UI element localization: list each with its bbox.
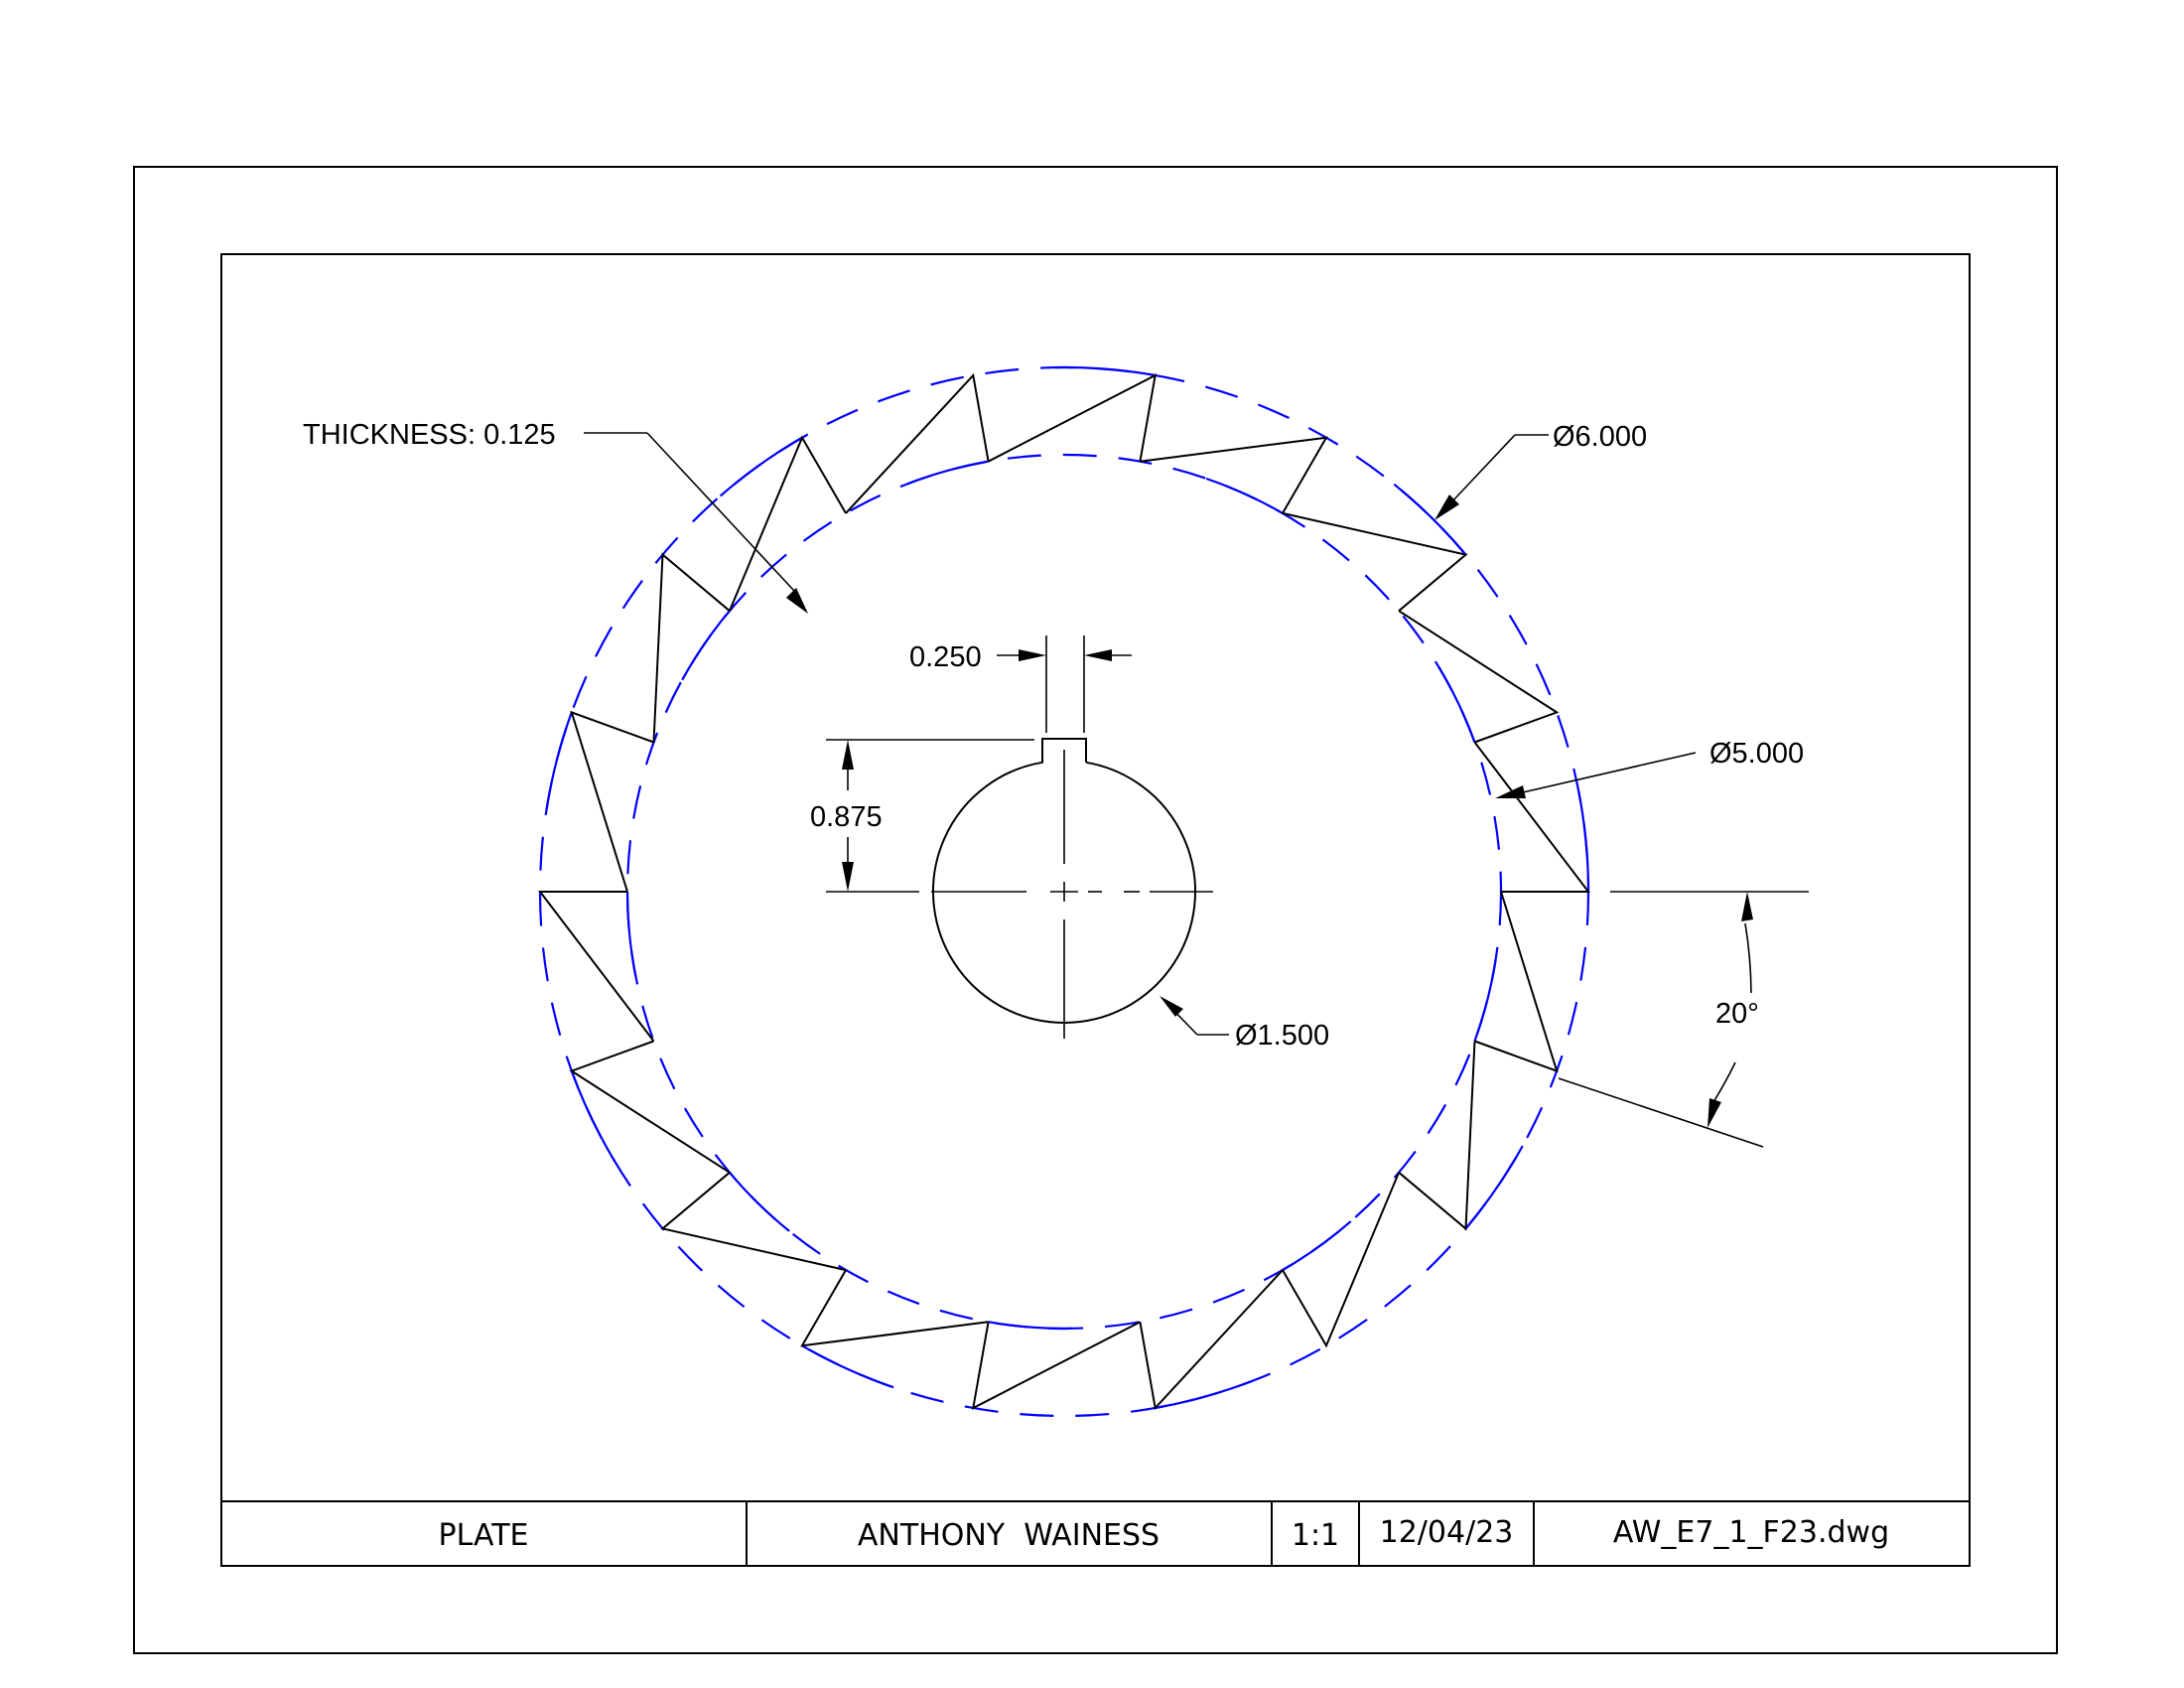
keyway-height-label: 0.875 [810,801,883,833]
tooth-angle-arrow-top [1741,892,1753,921]
solid-arc-segment [1437,665,1476,743]
keyway-width-dimension [997,635,1132,733]
thickness-note: THICKNESS: 0.125 [303,419,556,451]
solid-arc-segment [719,436,803,497]
bore-diameter-arrow [1160,996,1183,1017]
root-diameter-leader [1522,752,1697,793]
thickness-arrow [786,588,808,614]
tooth-angle-label: 20° [1715,998,1759,1030]
solid-arc-segment [570,1070,616,1163]
outer-border [133,166,2058,1654]
solid-arc-segment [801,1344,894,1389]
solid-arc-segment [625,891,637,976]
title-block [221,1500,1970,1566]
date: 12/04/23 [1380,1515,1514,1550]
solid-arc-segment [1577,791,1590,893]
solid-arc-segment [1393,483,1467,556]
solid-arc-segment [1155,1379,1253,1410]
root-diameter-arrow [1495,785,1526,798]
outer-diameter-arrow [1434,494,1459,520]
solid-arc-segment [545,712,573,810]
keyway-height-dimension [826,739,1034,893]
file-name: AW_E7_1_F23.dwg [1613,1515,1889,1550]
solid-arc-segment [988,1321,1072,1331]
tooth-profile [537,372,1591,1411]
outer-diameter-label: Ø6.000 [1553,421,1647,453]
root-diameter-label: Ø5.000 [1709,738,1804,770]
solid-arc-segment [729,1172,790,1232]
keyway-height-arrow-top [842,740,854,770]
inner-border [220,253,1971,1567]
solid-arc-segment [1054,365,1156,377]
solid-arc-segment [1205,477,1284,514]
scale: 1:1 [1292,1518,1339,1553]
solid-arc-segment [681,610,731,681]
outer-diameter-leader [1450,434,1549,503]
thickness-leader [584,432,795,592]
keyway-width-arrow-left [1019,649,1046,661]
solid-arc-segment [1282,1220,1352,1272]
keyway-width-arrow-right [1084,649,1112,661]
part-name: PLATE [439,1518,529,1553]
keyway-width-label: 0.250 [909,641,982,673]
bore-with-keyway [932,738,1196,1024]
keyway-height-arrow-bottom [842,862,854,892]
tooth-angle-dimension [1558,891,1809,1148]
solid-arc-segment [1473,959,1497,1042]
bore-diameter-label: Ø1.500 [1235,1020,1329,1052]
solid-arc-segment [1464,1145,1524,1230]
tooth-angle-arrow-bottom [1707,1098,1721,1128]
solid-arc-segment [906,460,989,486]
center-mark [931,750,1213,1039]
drafter-name: ANTHONY WAINESS [858,1518,1160,1553]
gear-teeth [537,372,1591,1411]
